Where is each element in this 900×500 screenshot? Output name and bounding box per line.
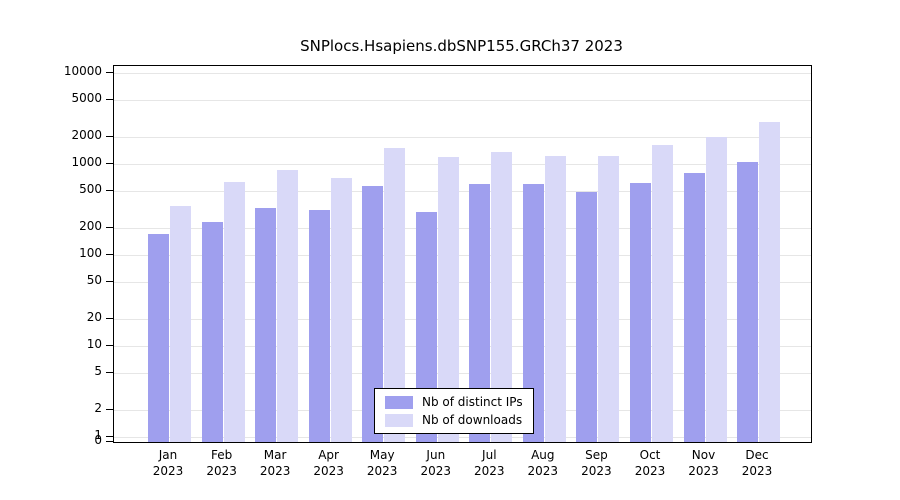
x-tick-label: May 2023 bbox=[366, 448, 398, 478]
bar-downloads bbox=[437, 156, 459, 442]
y-tick bbox=[106, 163, 113, 164]
bar-distinct-ips bbox=[469, 184, 491, 442]
bar-downloads bbox=[170, 205, 191, 442]
bar-downloads bbox=[598, 155, 620, 442]
plot-area bbox=[113, 65, 812, 443]
gridline bbox=[114, 346, 811, 347]
bar-distinct-ips bbox=[148, 234, 169, 442]
bar-distinct-ips bbox=[737, 162, 758, 442]
bar-downloads bbox=[277, 170, 299, 442]
gridline bbox=[114, 318, 811, 320]
bar-downloads bbox=[652, 145, 673, 442]
bar-distinct-ips bbox=[255, 207, 277, 442]
x-tick-label: Sep 2023 bbox=[581, 448, 612, 478]
y-tick bbox=[106, 99, 113, 101]
y-tick-label: 10 bbox=[86, 337, 102, 351]
y-tick-label: 10000 bbox=[63, 64, 102, 78]
legend-swatch-distinct-ips bbox=[385, 395, 413, 409]
x-tick-label: Mar 2023 bbox=[259, 448, 291, 478]
x-tick-label: Jul 2023 bbox=[474, 448, 505, 478]
x-tick-label: Jun 2023 bbox=[420, 448, 452, 478]
gridline bbox=[114, 136, 811, 138]
bar-downloads bbox=[759, 121, 780, 442]
bar-downloads bbox=[384, 148, 406, 442]
legend-label-downloads: Nb of downloads bbox=[422, 413, 523, 427]
chart-title: SNPlocs.Hsapiens.dbSNP155.GRCh37 2023 bbox=[300, 37, 623, 55]
y-tick-label: 1 bbox=[94, 428, 102, 442]
y-tick-label: 2000 bbox=[71, 127, 102, 142]
bar-distinct-ips bbox=[683, 173, 705, 442]
legend-label-distinct-ips: Nb of distinct IPs bbox=[422, 395, 523, 409]
bar-distinct-ips bbox=[308, 210, 330, 442]
legend: Nb of distinct IPs Nb of downloads bbox=[374, 388, 534, 434]
bar-distinct-ips bbox=[522, 184, 544, 442]
y-tick bbox=[106, 436, 113, 437]
y-tick bbox=[106, 190, 113, 192]
bar-distinct-ips bbox=[630, 182, 651, 442]
y-tick-label: 1000 bbox=[71, 155, 102, 169]
bar-distinct-ips bbox=[201, 222, 223, 442]
gridline bbox=[114, 373, 811, 375]
bar-distinct-ips bbox=[415, 211, 437, 442]
y-tick-label: 0 bbox=[94, 433, 102, 447]
x-tick-label: Apr 2023 bbox=[313, 448, 344, 478]
y-tick-label: 200 bbox=[79, 218, 102, 233]
y-tick bbox=[106, 372, 113, 374]
gridline bbox=[114, 100, 811, 102]
y-tick bbox=[106, 345, 113, 346]
x-tick-label: Nov 2023 bbox=[688, 448, 719, 478]
y-tick-label: 500 bbox=[79, 182, 102, 197]
gridline bbox=[114, 282, 811, 284]
bar-downloads bbox=[491, 152, 513, 442]
y-tick-label: 50 bbox=[86, 273, 102, 288]
legend-item-distinct-ips: Nb of distinct IPs bbox=[385, 395, 523, 409]
y-tick-label: 2 bbox=[94, 400, 102, 415]
x-tick-label: Dec 2023 bbox=[741, 448, 773, 478]
bar-downloads bbox=[544, 156, 566, 442]
gridline bbox=[114, 437, 811, 438]
y-tick bbox=[106, 281, 113, 283]
x-tick-label: Aug 2023 bbox=[527, 448, 559, 478]
y-tick bbox=[106, 441, 113, 442]
legend-item-downloads: Nb of downloads bbox=[385, 413, 523, 427]
gridline bbox=[114, 73, 811, 74]
bar-distinct-ips bbox=[362, 185, 384, 442]
y-tick bbox=[106, 408, 113, 410]
bar-downloads bbox=[705, 136, 727, 442]
y-tick bbox=[106, 135, 113, 137]
gridline bbox=[114, 191, 811, 193]
bar-distinct-ips bbox=[576, 192, 598, 442]
x-tick-label: Jan 2023 bbox=[152, 448, 184, 478]
y-tick bbox=[106, 254, 113, 255]
y-tick-label: 5 bbox=[94, 364, 102, 379]
gridline bbox=[114, 227, 811, 229]
y-tick bbox=[106, 226, 113, 228]
gridline bbox=[114, 255, 811, 256]
gridline bbox=[114, 164, 811, 165]
x-tick-label: Feb 2023 bbox=[206, 448, 237, 478]
x-tick-label: Oct 2023 bbox=[634, 448, 666, 478]
legend-swatch-downloads bbox=[385, 413, 413, 427]
y-tick-label: 20 bbox=[86, 309, 102, 324]
y-tick-label: 5000 bbox=[71, 91, 102, 106]
bar-downloads bbox=[330, 177, 352, 442]
bar-downloads bbox=[223, 181, 245, 442]
y-tick-label: 100 bbox=[79, 246, 102, 260]
y-tick bbox=[106, 317, 113, 319]
y-tick bbox=[106, 72, 113, 73]
